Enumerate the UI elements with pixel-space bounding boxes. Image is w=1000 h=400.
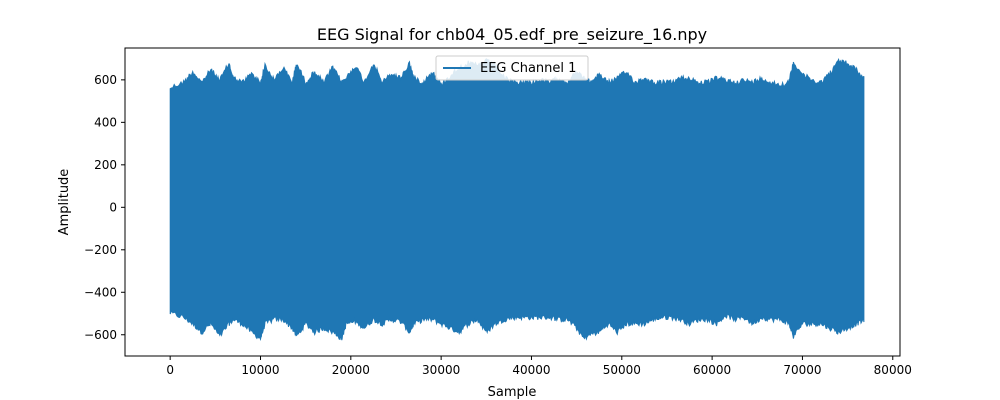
- x-tick-label: 30000: [422, 363, 460, 377]
- y-axis-label: Amplitude: [57, 169, 72, 236]
- x-tick-label: 0: [166, 363, 174, 377]
- x-tick-label: 50000: [603, 363, 641, 377]
- y-tick-label: 200: [94, 158, 117, 172]
- x-tick-label: 20000: [332, 363, 370, 377]
- x-tick-label: 10000: [241, 363, 279, 377]
- y-tick-label: 600: [94, 73, 117, 87]
- chart-title: EEG Signal for chb04_05.edf_pre_seizure_…: [317, 25, 707, 45]
- x-tick-label: 40000: [512, 363, 550, 377]
- x-tick-label: 60000: [693, 363, 731, 377]
- y-tick-label: 0: [109, 200, 117, 214]
- legend-label-eeg-channel-1: EEG Channel 1: [480, 61, 576, 76]
- y-tick-label: −200: [84, 243, 117, 257]
- y-tick-label: −600: [84, 328, 117, 342]
- y-tick-label: 400: [94, 115, 117, 129]
- plot-area: [124, 47, 901, 357]
- series-eeg-channel-1-signal: [169, 57, 865, 341]
- y-axis-ticks: −600 −400 −200 0 200 400 600: [84, 73, 125, 342]
- y-tick-label: −400: [84, 285, 117, 299]
- plot-frame: [124, 47, 901, 357]
- x-tick-label: 80000: [874, 363, 912, 377]
- x-axis-label: Sample: [488, 385, 537, 400]
- x-axis-ticks: 0 10000 20000 30000 40000 50000 60000 70000 8000…: [166, 356, 912, 377]
- legend: EEG Channel 1: [435, 55, 589, 81]
- x-tick-label: 70000: [783, 363, 821, 377]
- signal-layer: [169, 57, 865, 341]
- legend-box: [435, 55, 589, 81]
